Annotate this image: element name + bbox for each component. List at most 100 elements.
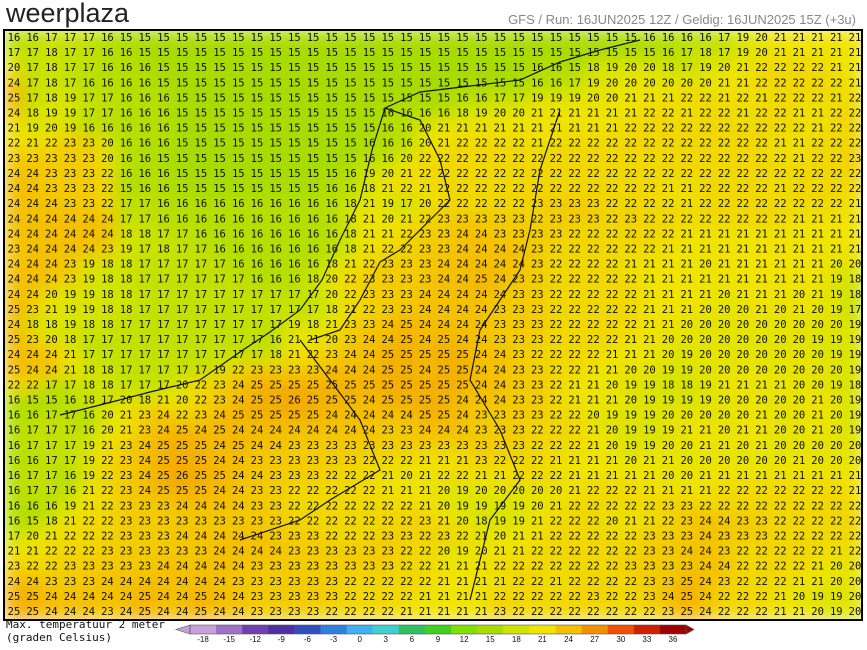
temperature-value: 15 (381, 92, 394, 104)
temperature-value: 16 (138, 123, 151, 135)
temperature-value: 24 (8, 77, 21, 89)
temperature-value: 21 (288, 349, 301, 361)
temperature-value: 22 (550, 274, 563, 286)
temperature-value: 20 (830, 576, 843, 588)
temperature-value: 25 (26, 591, 39, 603)
temperature-value: 23 (307, 530, 320, 542)
temperature-value: 24 (26, 576, 39, 588)
temperature-value: 22 (363, 485, 376, 497)
temperature-value: 21 (438, 515, 451, 527)
field-cell (508, 104, 529, 123)
temperature-value: 15 (494, 77, 507, 89)
temperature-value: 21 (849, 62, 862, 74)
temperature-value: 22 (419, 168, 432, 180)
temperature-value: 16 (288, 228, 301, 240)
temperature-value: 25 (8, 304, 21, 316)
temperature-value: 23 (531, 410, 544, 422)
temperature-value: 21 (587, 108, 600, 120)
field-cell (564, 104, 586, 123)
temperature-value: 21 (419, 606, 432, 618)
temperature-value: 15 (251, 138, 264, 150)
temperature-value: 22 (793, 561, 806, 573)
temperature-value: 21 (830, 92, 843, 104)
temperature-value: 15 (438, 47, 451, 59)
temperature-value: 23 (8, 561, 21, 573)
temperature-value: 15 (307, 123, 320, 135)
temperature-value: 21 (438, 576, 451, 588)
field-cell (4, 120, 25, 138)
temperature-value: 22 (400, 591, 413, 603)
temperature-value: 22 (307, 500, 320, 512)
temperature-value: 20 (755, 47, 768, 59)
temperature-value: 21 (774, 606, 787, 618)
temperature-value: 16 (101, 123, 114, 135)
temperature-value: 24 (176, 500, 189, 512)
temperature-value: 17 (680, 47, 693, 59)
temperature-value: 23 (494, 228, 507, 240)
temperature-value: 18 (45, 515, 58, 527)
temperature-value: 22 (699, 153, 712, 165)
temperature-value: 22 (718, 108, 731, 120)
field-cell (713, 89, 735, 107)
temperature-value: 23 (307, 561, 320, 573)
temperature-value: 22 (550, 530, 563, 542)
field-cell (171, 74, 193, 92)
temperature-value: 18 (699, 47, 712, 59)
temperature-value: 23 (662, 546, 675, 558)
temperature-value: 16 (138, 168, 151, 180)
temperature-value: 22 (550, 546, 563, 558)
temperature-value: 21 (494, 123, 507, 135)
temperature-value: 20 (176, 379, 189, 391)
temperature-value: 19 (587, 77, 600, 89)
field-cell (564, 74, 586, 92)
temperature-value: 17 (101, 349, 114, 361)
temperature-value: 25 (438, 395, 451, 407)
temperature-value: 22 (101, 515, 114, 527)
temperature-value: 24 (269, 425, 282, 437)
temperature-value: 23 (737, 530, 750, 542)
temperature-value: 20 (718, 455, 731, 467)
temperature-value: 23 (269, 591, 282, 603)
temperature-value: 21 (793, 108, 806, 120)
temperature-value: 22 (587, 485, 600, 497)
temperature-value: 19 (456, 485, 469, 497)
field-cell (508, 30, 529, 47)
temperature-value: 22 (718, 123, 731, 135)
temperature-value: 18 (325, 259, 338, 271)
temperature-value: 23 (325, 546, 338, 558)
temperature-value: 22 (381, 591, 394, 603)
temperature-value: 22 (438, 470, 451, 482)
temperature-value: 15 (269, 47, 282, 59)
temperature-value: 26 (288, 395, 301, 407)
temperature-value: 21 (849, 47, 862, 59)
temperature-value: 17 (213, 304, 226, 316)
temperature-value: 24 (195, 576, 208, 588)
temperature-value: 21 (438, 138, 451, 150)
temperature-value: 23 (494, 425, 507, 437)
temperature-value: 22 (774, 576, 787, 588)
temperature-value: 17 (64, 32, 77, 44)
temperature-value: 15 (587, 47, 600, 59)
temperature-value: 23 (138, 561, 151, 573)
field-cell (713, 104, 735, 123)
temperature-value: 21 (64, 364, 77, 376)
temperature-value: 25 (307, 410, 320, 422)
temperature-value: 22 (680, 153, 693, 165)
temperature-value: 17 (64, 440, 77, 452)
temperature-value: 24 (363, 410, 376, 422)
field-cell (751, 104, 772, 123)
temperature-value: 20 (793, 364, 806, 376)
temperature-value: 25 (8, 364, 21, 376)
field-cell (78, 89, 100, 107)
temperature-value: 16 (101, 47, 114, 59)
temperature-value: 15 (195, 47, 208, 59)
temperature-value: 22 (849, 500, 862, 512)
temperature-value: 15 (381, 62, 394, 74)
temperature-value: 15 (232, 92, 245, 104)
temperature-value: 21 (811, 561, 824, 573)
temperature-value: 22 (325, 530, 338, 542)
logo[interactable]: weerplaza (5, 0, 130, 28)
temperature-value: 19 (568, 92, 581, 104)
temperature-value: 24 (419, 304, 432, 316)
temperature-value: 21 (811, 108, 824, 120)
